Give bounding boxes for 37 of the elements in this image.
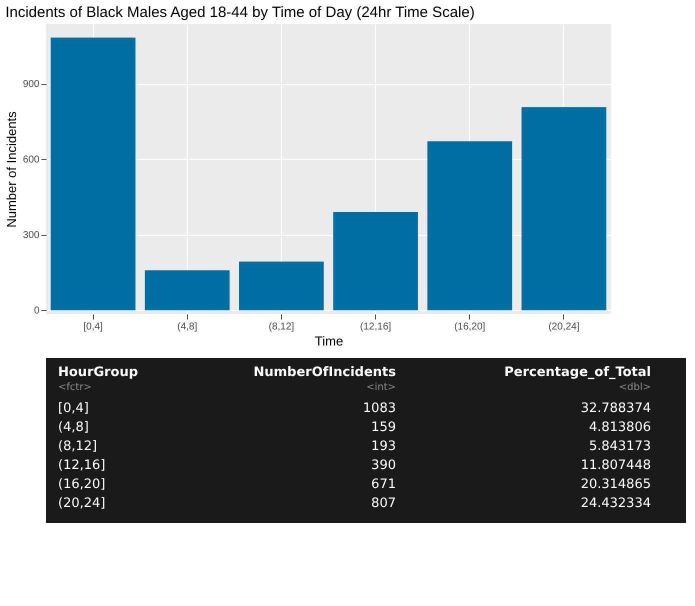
x-tick-label: (16,20]	[454, 322, 486, 332]
x-tick-label: (12,16]	[360, 322, 392, 332]
text: 4.813806	[588, 420, 651, 435]
text: 5.843173	[588, 439, 651, 454]
category-label: (12,16]	[58, 458, 106, 473]
y-tick-label: 300	[22, 230, 40, 242]
text: 24.432334	[580, 496, 651, 511]
text: 807	[371, 496, 396, 511]
text: 11.807448	[580, 458, 651, 473]
text: NumberOfIncidents	[253, 365, 396, 380]
category-label: (4,8]	[58, 420, 89, 435]
y-tick-label: 900	[22, 79, 40, 90]
text: Percentage_of_Total	[504, 365, 651, 380]
y-tick-label: 0	[34, 306, 40, 317]
text: 159	[371, 420, 396, 435]
x-axis-title: Time	[314, 334, 344, 348]
y-axis-title: Number of Incidents	[4, 110, 19, 228]
text: HourGroup	[58, 365, 138, 380]
x-tick-label: (8,12]	[268, 322, 294, 332]
text: 20.314865	[580, 477, 651, 492]
category-label: [0,4]	[58, 401, 89, 416]
text: <fctr>	[58, 382, 92, 393]
text: <dbl>	[618, 382, 651, 393]
category-label: (20,24]	[58, 496, 106, 511]
x-tick-label: (20,24]	[548, 322, 580, 332]
text: <int>	[366, 382, 396, 393]
chart-title: Incidents of Black Males Aged 18-44 by Time of Day (24hr Time Scale)	[5, 4, 475, 21]
y-tick-label: 600	[22, 154, 40, 166]
x-tick-label: [0,4]	[83, 322, 104, 332]
category-label: (16,20]	[58, 477, 106, 492]
category-label: (8,12]	[58, 439, 98, 454]
text: 32.788374	[580, 401, 651, 416]
text: 390	[371, 458, 396, 473]
x-tick-label: (4,8]	[177, 322, 198, 332]
text: 193	[371, 439, 396, 454]
text: 671	[371, 477, 396, 492]
text: 1083	[362, 401, 396, 416]
